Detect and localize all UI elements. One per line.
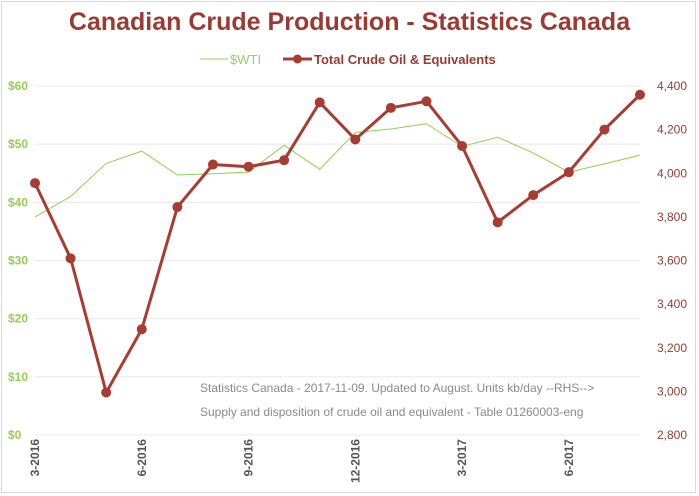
- data-point-crude: [136, 324, 147, 335]
- series-line-crude: [33, 93, 642, 394]
- legend-swatch-crude: [283, 54, 312, 64]
- right-axis-ticks: 2,800 3,000 3,200 3,400 3,600 3,800 4,000 4,200…: [657, 79, 687, 442]
- data-point-crude: [243, 161, 254, 172]
- left-axis-ticks: $0 $10 $20 $30 $40 $50 $60: [8, 79, 28, 442]
- legend-label-crude: Total Crude Oil & Equivalents: [314, 51, 496, 67]
- legend-item-wti: $WTI: [200, 49, 261, 69]
- left-tick-label: $40: [8, 195, 28, 209]
- source-note-line-2: Supply and disposition of crude oil and …: [200, 405, 584, 419]
- right-tick-label: 4,000: [657, 166, 687, 180]
- legend-item-crude: Total Crude Oil & Equivalents: [282, 49, 496, 69]
- x-tick-label: 6-2017: [562, 439, 576, 477]
- left-tick-label: $30: [8, 254, 28, 268]
- source-note-line-1: Statistics Canada - 2017-11-09. Updated …: [200, 381, 595, 395]
- legend-label-wti: $WTI: [230, 51, 262, 67]
- data-point-crude: [172, 202, 183, 213]
- data-point-crude: [528, 190, 539, 201]
- right-tick-label: 2,800: [657, 428, 687, 442]
- legend-swatch-wti: [200, 58, 228, 60]
- data-point-crude: [457, 140, 468, 151]
- right-tick-label: 4,400: [657, 79, 687, 93]
- data-point-crude: [563, 167, 574, 178]
- right-tick-label: 3,800: [657, 210, 687, 224]
- right-tick-label: 3,200: [657, 341, 687, 355]
- left-tick-label: $20: [8, 312, 28, 326]
- x-tick-label: 3-2016: [28, 439, 42, 477]
- x-tick-label: 6-2016: [135, 439, 149, 477]
- left-tick-label: $10: [8, 370, 28, 384]
- data-point-crude: [30, 178, 40, 189]
- series-line-wti: [34, 123, 641, 218]
- left-tick-label: $50: [8, 137, 28, 151]
- data-point-crude: [279, 155, 290, 166]
- data-point-crude: [314, 97, 325, 108]
- x-tick-label: 9-2016: [242, 439, 256, 477]
- gridlines: [35, 85, 640, 436]
- data-point-crude: [599, 124, 610, 135]
- data-point-crude: [635, 89, 645, 100]
- data-point-crude: [492, 217, 503, 228]
- data-point-crude: [421, 96, 432, 107]
- x-axis-ticks: 3-2016 6-2016 9-2016 12-2016 3-2017 6-2017: [28, 439, 576, 483]
- left-tick-label: $0: [8, 428, 22, 442]
- x-tick-label: 3-2017: [455, 439, 469, 477]
- chart-title: Canadian Crude Production - Statistics C…: [68, 8, 631, 36]
- x-tick-label: 12-2016: [348, 439, 362, 483]
- right-tick-label: 3,400: [657, 297, 687, 311]
- chart-series: [30, 89, 645, 398]
- chart-legend: $WTI Total Crude Oil & Equivalents: [0, 49, 699, 69]
- right-tick-label: 4,200: [657, 123, 687, 137]
- right-tick-label: 3,000: [657, 384, 687, 398]
- data-point-crude: [101, 387, 112, 398]
- right-tick-label: 3,600: [657, 254, 687, 268]
- data-point-crude: [350, 134, 361, 145]
- left-tick-label: $60: [8, 79, 28, 93]
- data-point-crude: [207, 159, 218, 170]
- data-point-crude: [385, 102, 396, 113]
- data-point-crude: [65, 253, 76, 264]
